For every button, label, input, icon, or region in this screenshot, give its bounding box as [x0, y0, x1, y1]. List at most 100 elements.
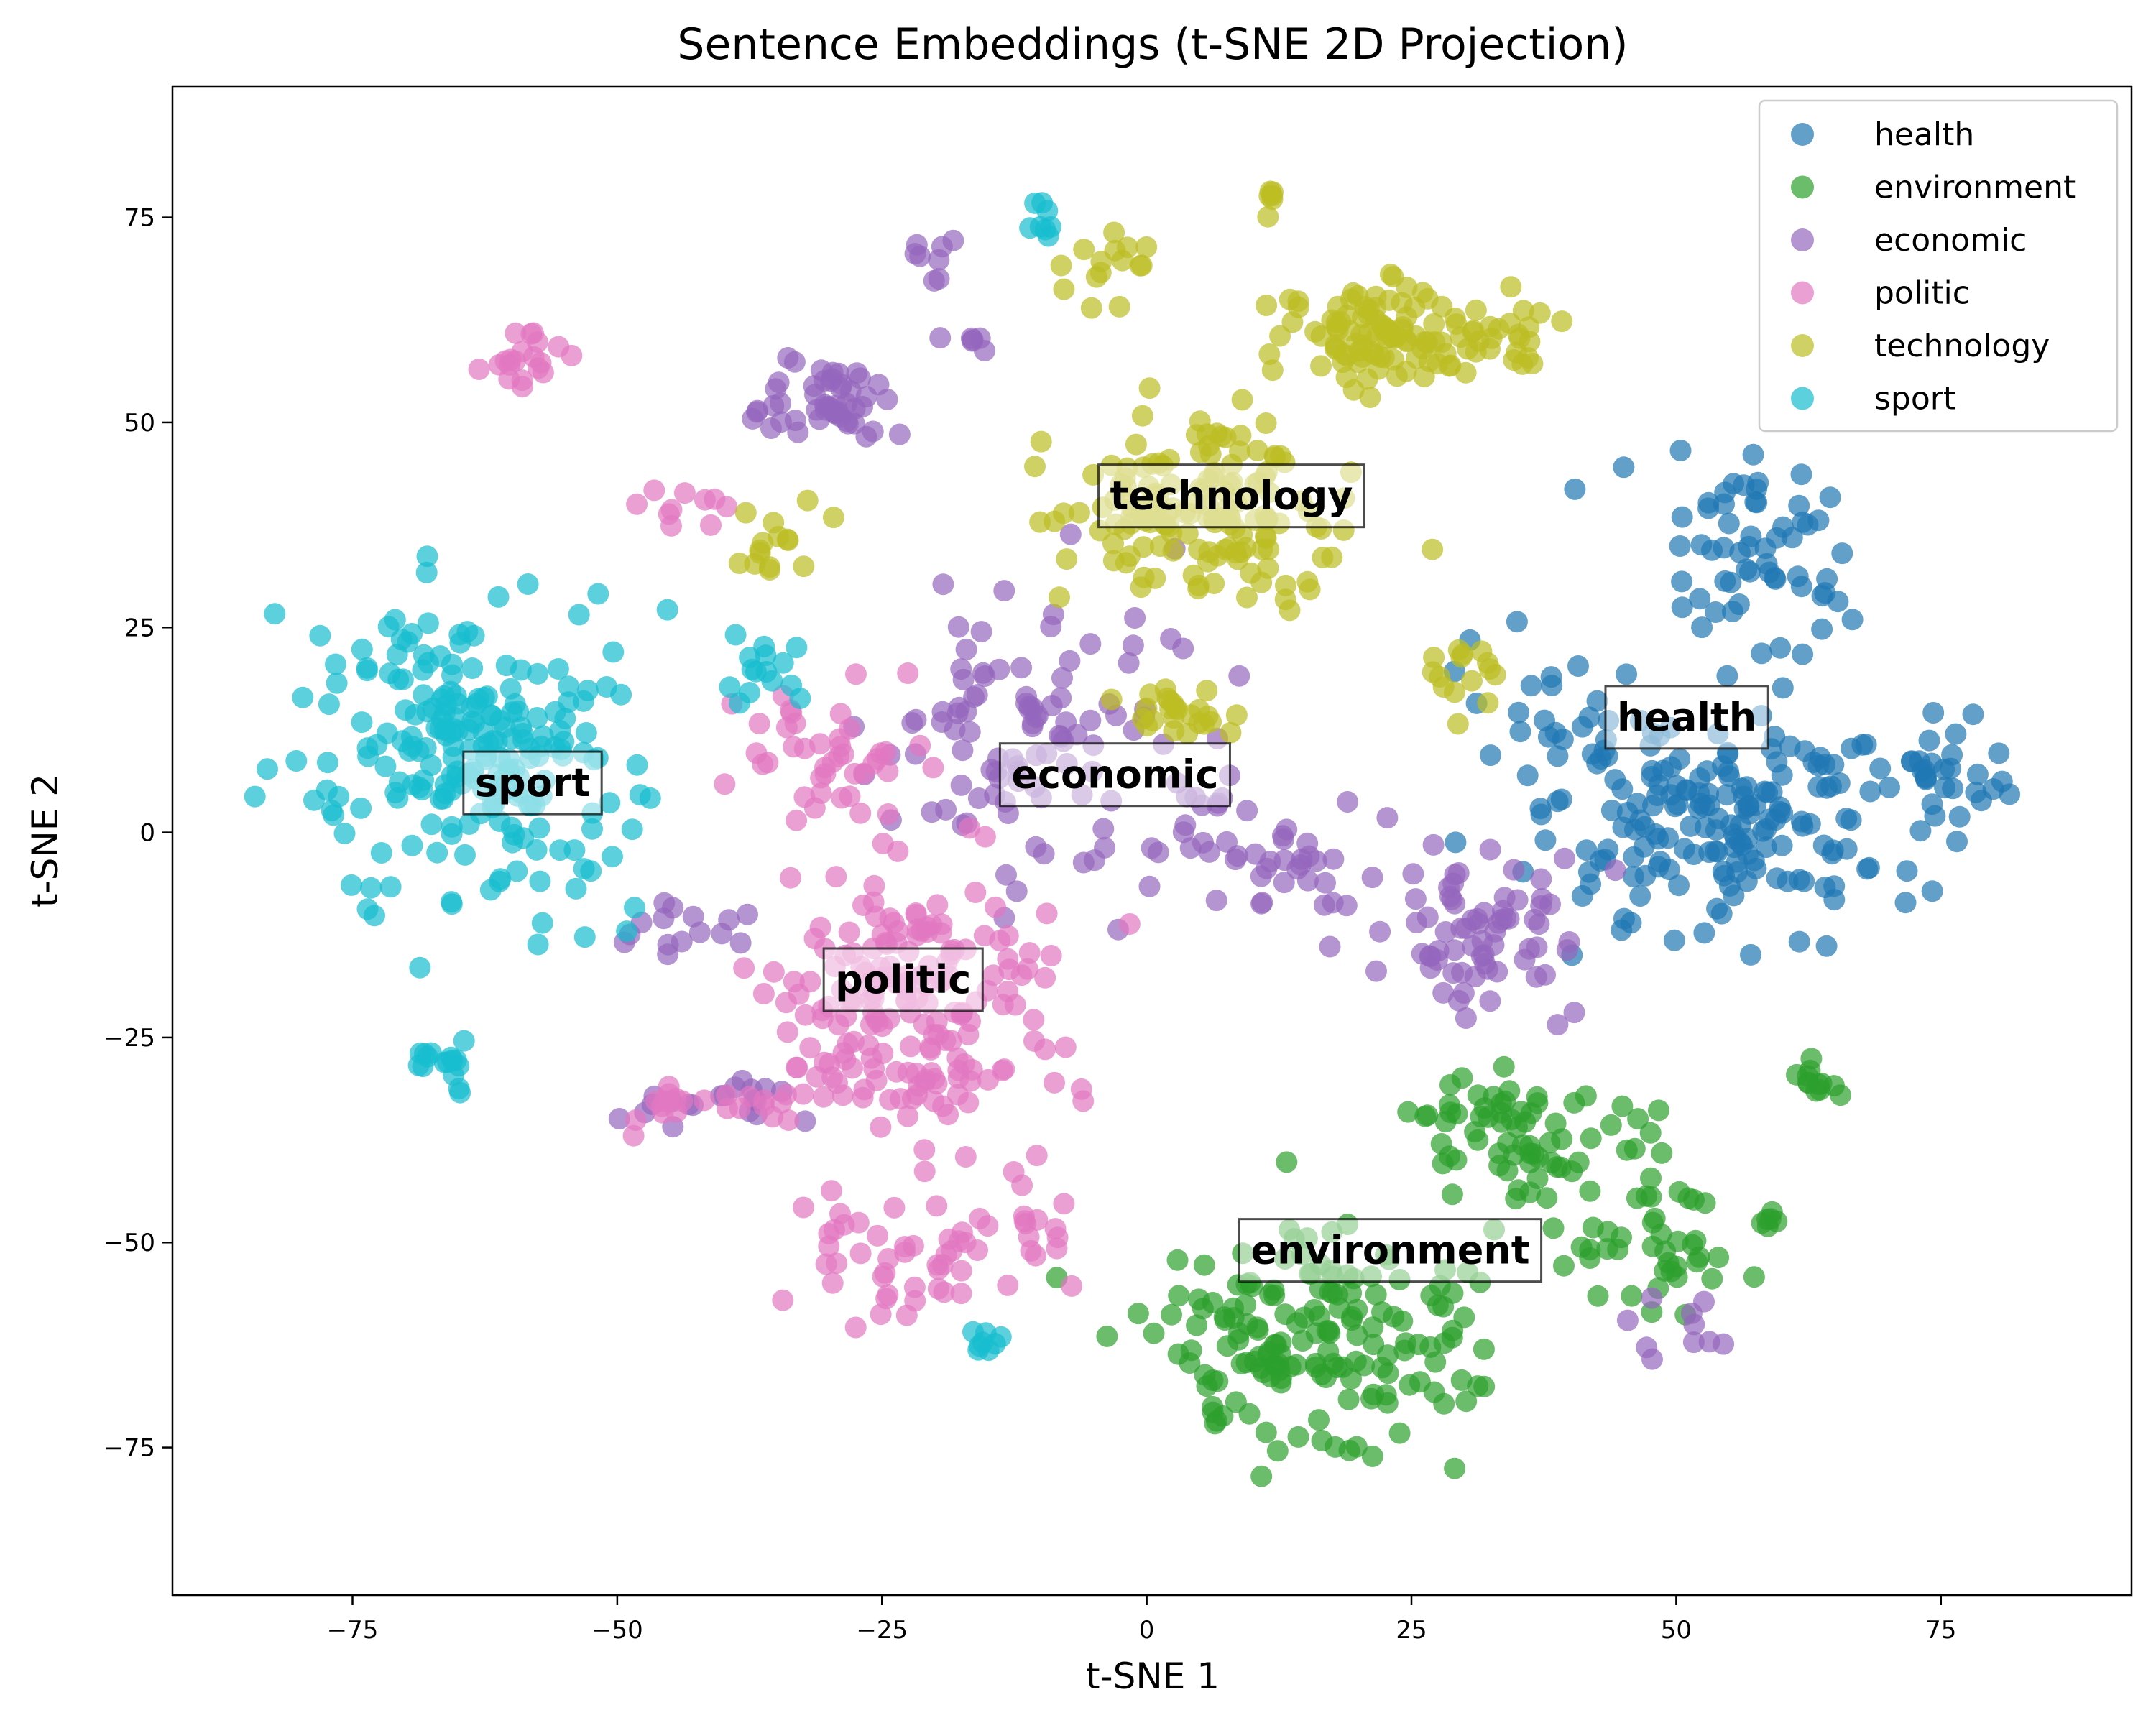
point-health	[1788, 930, 1810, 953]
point-environment	[1337, 1388, 1360, 1410]
point-politic	[794, 1004, 816, 1026]
cluster-label-text: sport	[475, 760, 590, 805]
point-politic	[845, 663, 867, 685]
point-health	[1922, 702, 1945, 724]
point-sport	[558, 675, 580, 698]
point-economic	[1174, 814, 1197, 836]
point-politic	[665, 1101, 688, 1123]
point-sport	[413, 644, 435, 666]
point-economic	[1314, 872, 1336, 894]
point-technology	[1030, 430, 1052, 453]
point-health	[1616, 663, 1638, 685]
point-technology	[1227, 548, 1249, 570]
cluster-label-environment: environment	[1238, 1218, 1543, 1283]
point-health	[1934, 777, 1956, 799]
point-politic	[913, 1139, 936, 1161]
point-politic	[997, 948, 1019, 970]
point-health	[1613, 456, 1635, 479]
point-economic	[1228, 665, 1250, 687]
point-environment	[1345, 1436, 1368, 1458]
point-health	[1634, 864, 1657, 887]
point-sport	[501, 727, 523, 749]
point-technology	[1125, 433, 1147, 456]
legend-item-politic: politic	[1791, 275, 1970, 312]
point-health	[1586, 690, 1608, 712]
point-technology	[1258, 185, 1281, 207]
y-tick-label: 75	[124, 204, 155, 233]
point-politic	[799, 971, 821, 993]
cluster-label-health: health	[1604, 685, 1769, 750]
point-environment	[1464, 1121, 1486, 1143]
point-economic	[794, 1110, 816, 1132]
point-sport	[563, 839, 586, 861]
point-health	[1988, 742, 2010, 764]
point-sport	[404, 703, 426, 726]
point-environment	[1186, 1314, 1208, 1336]
point-health	[1918, 729, 1940, 752]
point-economic	[1059, 650, 1081, 672]
legend-marker	[1791, 334, 1814, 357]
point-health	[1869, 757, 1892, 780]
point-economic	[1498, 907, 1520, 930]
point-economic	[980, 759, 1003, 781]
point-economic	[742, 407, 764, 430]
point-economic	[947, 616, 969, 638]
point-environment	[1444, 1457, 1466, 1479]
point-politic	[897, 662, 919, 684]
legend-item-health: health	[1791, 116, 1974, 153]
point-politic	[946, 1084, 969, 1106]
point-politic	[1026, 1145, 1048, 1167]
point-sport	[376, 722, 398, 744]
point-environment	[1708, 1247, 1730, 1269]
point-environment	[1235, 1294, 1257, 1316]
point-health	[1669, 440, 1692, 461]
point-environment	[1467, 1084, 1489, 1106]
point-technology	[1108, 295, 1130, 318]
point-politic	[622, 1124, 645, 1147]
y-tick-label: −25	[103, 1024, 155, 1053]
point-technology	[1413, 366, 1435, 388]
legend-marker	[1791, 387, 1814, 410]
point-sport	[316, 752, 338, 774]
cluster-label-box	[462, 750, 603, 816]
point-economic	[923, 269, 945, 292]
point-technology	[793, 555, 815, 578]
point-environment	[1542, 1217, 1565, 1239]
point-economic	[1525, 966, 1547, 988]
point-economic	[1319, 935, 1341, 958]
point-politic	[839, 785, 861, 808]
point-health	[1705, 601, 1727, 623]
point-technology	[1406, 347, 1427, 369]
point-environment	[1308, 1409, 1330, 1431]
point-environment	[1388, 1422, 1411, 1444]
point-politic	[1044, 1071, 1065, 1094]
point-politic	[992, 994, 1014, 1016]
point-politic	[932, 1095, 954, 1117]
point-economic	[1556, 939, 1578, 961]
point-sport	[356, 660, 378, 682]
point-health	[1815, 935, 1838, 957]
point-sport	[374, 755, 397, 777]
point-health	[1671, 596, 1693, 619]
point-sport	[351, 711, 373, 734]
point-economic	[1442, 872, 1465, 895]
point-environment	[1192, 1298, 1214, 1320]
point-health	[1611, 778, 1634, 800]
point-technology	[1090, 251, 1112, 272]
point-economic	[1452, 982, 1475, 1004]
point-environment	[1365, 1283, 1387, 1306]
point-politic	[772, 1289, 794, 1311]
point-health	[1547, 745, 1569, 767]
point-politic	[716, 496, 738, 518]
point-politic	[778, 1109, 800, 1131]
point-politic	[894, 1241, 916, 1263]
axes-frame	[171, 85, 2133, 1597]
point-economic	[1322, 848, 1345, 870]
point-politic	[776, 1021, 798, 1043]
point-technology	[1274, 588, 1296, 611]
point-technology	[1404, 296, 1426, 318]
point-health	[1894, 892, 1917, 914]
point-health	[1530, 803, 1552, 826]
point-economic	[816, 395, 839, 417]
point-technology	[1423, 647, 1445, 668]
